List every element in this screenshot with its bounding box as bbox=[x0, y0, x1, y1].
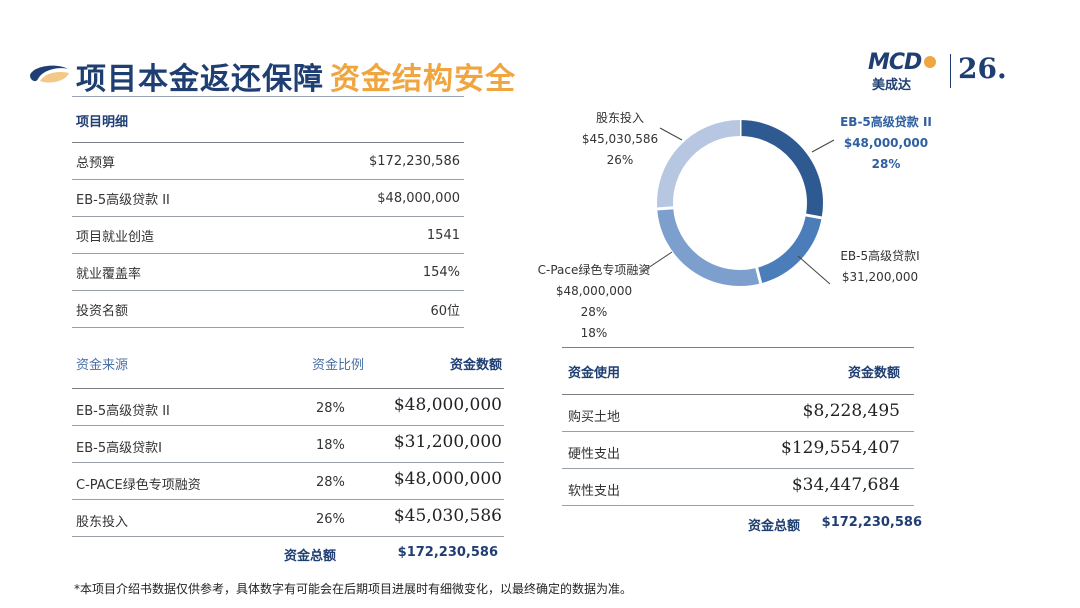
col-use-amount-header: 资金数额 bbox=[847, 366, 900, 381]
detail-label: 项目就业创造 bbox=[76, 229, 155, 245]
logo-dot-icon bbox=[924, 56, 936, 68]
donut-slice-0 bbox=[739, 120, 823, 218]
source-ratio: 28% bbox=[316, 401, 345, 416]
table-row: 购买土地 $8,228,495 bbox=[562, 395, 914, 432]
use-amount: $8,228,495 bbox=[802, 401, 900, 421]
slice-percent: 26% bbox=[606, 153, 634, 167]
page-title-main: 项目本金返还保障 bbox=[76, 62, 324, 97]
company-logo: MCD 美成达 26. bbox=[858, 50, 1018, 93]
detail-label: 总预算 bbox=[76, 155, 116, 171]
table-row: EB-5高级贷款 II 28% $48,000,000 bbox=[72, 389, 504, 426]
uses-total-label: 资金总额 bbox=[748, 519, 801, 534]
table-row: 硬性支出 $129,554,407 bbox=[562, 432, 914, 469]
source-amount: $45,030,586 bbox=[393, 506, 502, 526]
use-amount: $129,554,407 bbox=[781, 438, 900, 458]
logo-number: 26. bbox=[958, 52, 1007, 85]
source-ratio: 18% bbox=[316, 438, 345, 453]
detail-value: $172,230,586 bbox=[369, 153, 460, 169]
use-name: 软性支出 bbox=[568, 484, 621, 499]
source-name: C-PACE绿色专项融资 bbox=[76, 478, 201, 493]
title-underline bbox=[72, 96, 464, 97]
page-title-accent: 资金结构安全 bbox=[330, 62, 516, 97]
table-row: 项目就业创造 1541 bbox=[72, 217, 464, 254]
slice-label-eb5-ii: EB-5高级贷款 II $48,000,000 28% bbox=[830, 112, 942, 175]
sources-total-label: 资金总额 bbox=[284, 549, 337, 564]
source-ratio: 26% bbox=[316, 512, 345, 527]
funding-sources-table: 资金来源 资金比例 资金数额 EB-5高级贷款 II 28% $48,000,000… bbox=[72, 342, 504, 567]
project-detail-table: 项目明细 总预算 $172,230,586 EB-5高级贷款 II $48,000,… bbox=[72, 110, 464, 328]
logo-divider bbox=[950, 54, 951, 88]
source-name: EB-5高级贷款I bbox=[76, 441, 162, 456]
funding-uses-table: 资金使用 资金数额 购买土地 $8,228,495 硬性支出 $129,554,40… bbox=[562, 347, 922, 534]
uses-total-value: $172,230,586 bbox=[821, 515, 922, 530]
table-row: 投资名额 60位 bbox=[72, 291, 464, 328]
slice-name: EB-5高级贷款I bbox=[840, 249, 920, 263]
slice-value: $48,000,000 bbox=[843, 136, 929, 150]
uses-header-row: 资金使用 资金数额 bbox=[562, 347, 914, 395]
sources-total-value: $172,230,586 bbox=[397, 545, 498, 560]
page-title: 项目本金返还保障 资金结构安全 bbox=[76, 54, 516, 98]
donut-slice-separator bbox=[656, 206, 675, 211]
donut-slice-separator bbox=[755, 266, 763, 285]
slice-value: $48,000,000 bbox=[555, 284, 633, 298]
sources-header-row: 资金来源 资金比例 资金数额 bbox=[72, 342, 504, 389]
source-amount: $48,000,000 bbox=[393, 469, 502, 489]
table-row: 股东投入 26% $45,030,586 bbox=[72, 500, 504, 537]
source-amount: $31,200,000 bbox=[393, 432, 502, 452]
detail-value: $48,000,000 bbox=[377, 190, 460, 206]
slice-label-cpace: C-Pace绿色专项融资 $48,000,000 28% 18% bbox=[526, 260, 662, 344]
use-name: 硬性支出 bbox=[568, 447, 621, 462]
col-ratio-header: 资金比例 bbox=[312, 358, 365, 373]
source-amount: $48,000,000 bbox=[393, 395, 502, 415]
detail-value: 154% bbox=[422, 264, 460, 280]
slice-percent: 28% bbox=[580, 305, 608, 319]
slice-label-shareholder: 股东投入 $45,030,586 26% bbox=[572, 108, 668, 171]
footnote: *本项目介绍书数据仅供参考，具体数字有可能会在后期项目进展时有细微变化，以最终确… bbox=[74, 582, 633, 596]
detail-label: 就业覆盖率 bbox=[76, 266, 142, 282]
donut-slice-3 bbox=[657, 120, 741, 209]
slice-name: EB-5高级贷款 II bbox=[840, 115, 932, 129]
sources-total-row: 资金总额 $172,230,586 bbox=[72, 537, 504, 567]
table-row: 软性支出 $34,447,684 bbox=[562, 469, 914, 506]
detail-label: EB-5高级贷款 II bbox=[76, 192, 170, 208]
detail-value: 60位 bbox=[430, 303, 460, 319]
use-name: 购买土地 bbox=[568, 410, 621, 425]
source-name: EB-5高级贷款 II bbox=[76, 404, 170, 419]
table-row: EB-5高级贷款 II $48,000,000 bbox=[72, 180, 464, 217]
col-source-header: 资金来源 bbox=[76, 358, 129, 373]
donut-slice-1 bbox=[756, 214, 822, 284]
slice-percent: 28% bbox=[871, 157, 901, 171]
source-name: 股东投入 bbox=[76, 515, 129, 530]
slice-label-eb5-i: EB-5高级贷款I $31,200,000 bbox=[828, 246, 932, 288]
use-amount: $34,447,684 bbox=[791, 475, 900, 495]
project-detail-heading: 项目明细 bbox=[72, 110, 464, 143]
table-row: 总预算 $172,230,586 bbox=[72, 143, 464, 180]
donut-slice-2 bbox=[657, 207, 761, 286]
slice-name: C-Pace绿色专项融资 bbox=[537, 263, 651, 277]
table-row: C-PACE绿色专项融资 28% $48,000,000 bbox=[72, 463, 504, 500]
logo-subtitle: 美成达 bbox=[872, 78, 912, 93]
table-row: EB-5高级贷款I 18% $31,200,000 bbox=[72, 426, 504, 463]
detail-value: 1541 bbox=[426, 227, 460, 243]
table-row: 就业覆盖率 154% bbox=[72, 254, 464, 291]
slice-name: 股东投入 bbox=[595, 111, 644, 125]
donut-slice-separator bbox=[804, 213, 823, 220]
col-use-header: 资金使用 bbox=[568, 366, 621, 381]
slice-value: $31,200,000 bbox=[841, 270, 919, 284]
logo-brand: MCD bbox=[868, 50, 922, 75]
detail-label: 投资名额 bbox=[76, 303, 129, 319]
leader-line bbox=[797, 255, 831, 285]
slice-value: $45,030,586 bbox=[581, 132, 659, 146]
slice-stray-percent: 18% bbox=[580, 326, 608, 340]
source-ratio: 28% bbox=[316, 475, 345, 490]
col-amount-header: 资金数额 bbox=[449, 358, 502, 373]
title-swoosh-icon bbox=[30, 65, 69, 83]
